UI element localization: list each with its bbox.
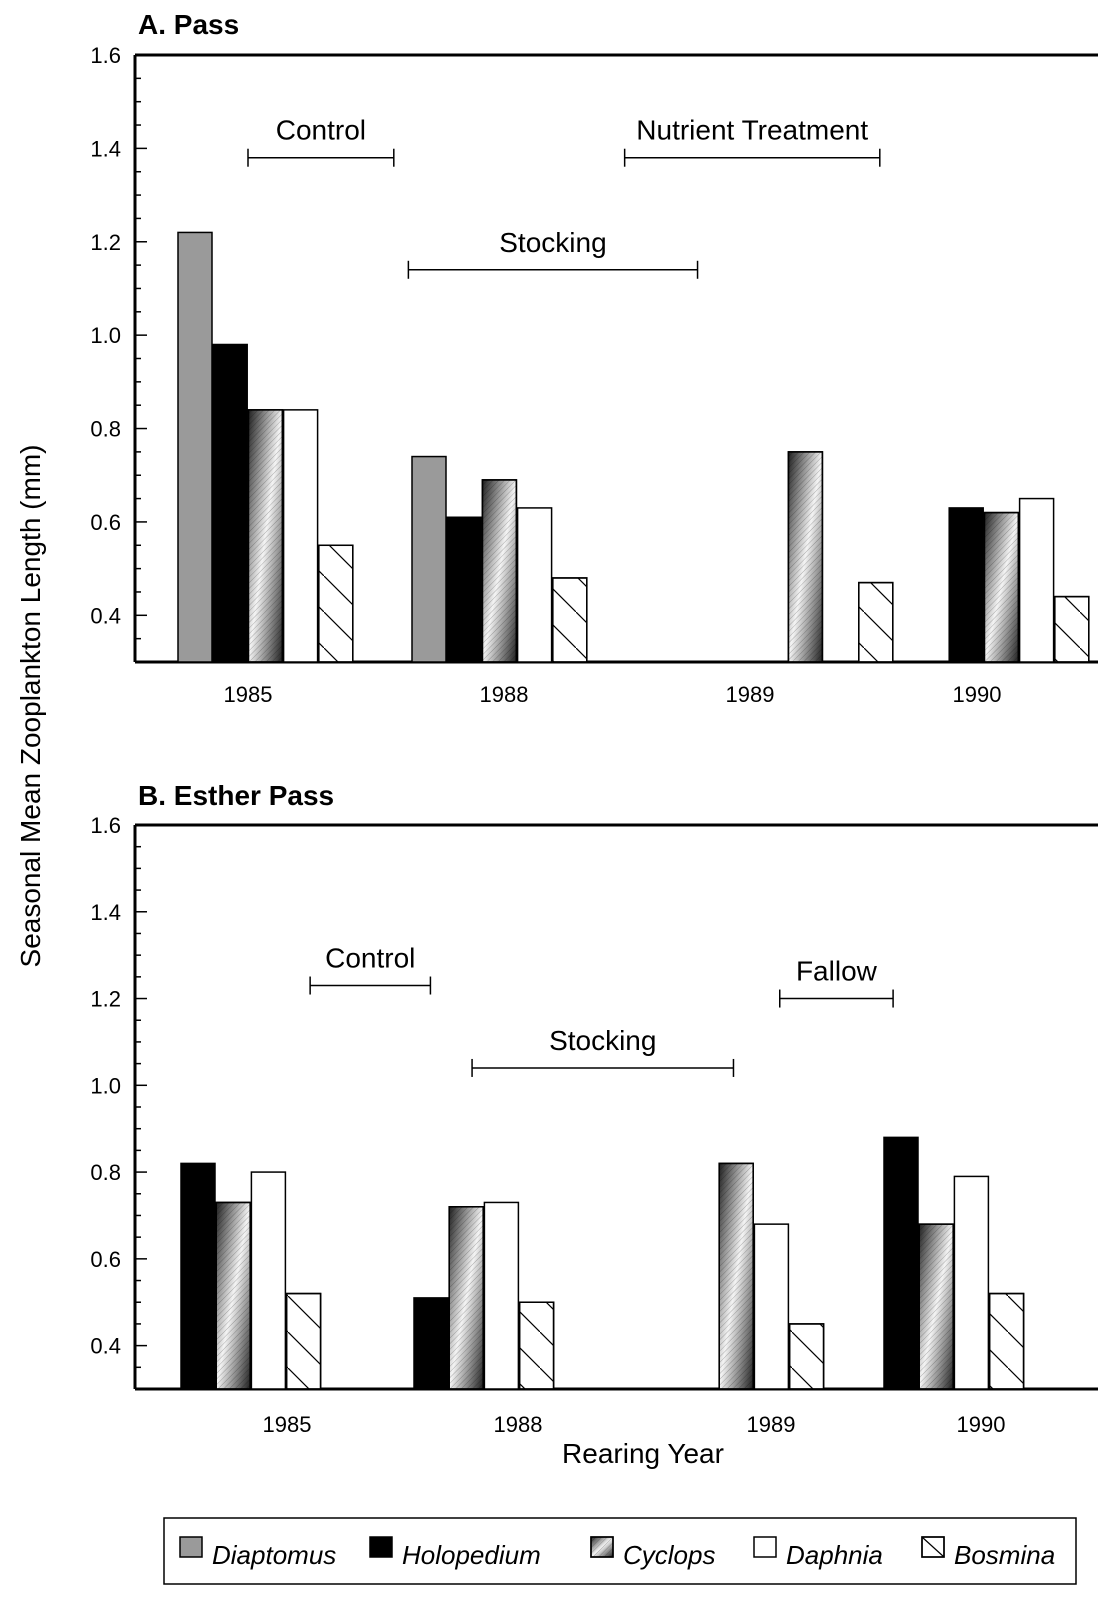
y-tick-label: 1.0	[90, 323, 121, 348]
bar-pattern-bosmina-1985	[285, 1292, 322, 1390]
panel-a-title: A. Pass	[138, 9, 239, 40]
y-tick-label: 0.8	[90, 417, 121, 442]
legend-label-holopedium: Holopedium	[402, 1540, 541, 1570]
bar-holopedium-1985	[212, 343, 248, 663]
x-category-label: 1989	[726, 682, 775, 707]
legend-label-daphnia: Daphnia	[786, 1540, 883, 1570]
legend-swatch-pattern	[921, 1536, 945, 1558]
y-tick-label: 1.2	[90, 987, 121, 1012]
y-tick-label: 1.4	[90, 136, 121, 161]
x-category-label: 1990	[957, 1412, 1006, 1437]
y-tick-label: 1.6	[90, 43, 121, 68]
bar-holopedium-1988	[446, 516, 482, 663]
legend-swatch-hatch-line	[921, 1536, 945, 1558]
panel-a-plot-area: 0.4 0.6 0.8 1.0 1.2 1.4 1.6 1985 1988 1989 1990 Con…	[90, 43, 1098, 707]
bar-pattern-bosmina-1988	[552, 577, 588, 663]
bar-daphnia-1985	[250, 1171, 287, 1390]
legend-swatch-diaptomus	[179, 1536, 203, 1558]
bar-pattern-bosmina-1990	[988, 1292, 1025, 1390]
bar-daphnia-1990	[953, 1175, 990, 1390]
bar-holopedium-1990	[883, 1136, 919, 1390]
panel-b-plot-area: 0.4 0.6 0.8 1.0 1.2 1.4 1.6 1985 1988 1989 1990 Con…	[90, 813, 1098, 1437]
bar-pattern-bosmina-1988	[518, 1301, 555, 1390]
bar-pattern-bosmina-1990	[1054, 595, 1090, 663]
bar-pattern-bosmina-1989	[788, 1323, 825, 1390]
x-category-label: 1989	[747, 1412, 796, 1437]
bar-pattern-cyclops-1985	[215, 1201, 251, 1390]
span-label-nutrient-treatment: Nutrient Treatment	[636, 115, 868, 146]
bar-daphnia-1989	[753, 1223, 790, 1390]
bar-pattern-cyclops-1990	[983, 511, 1020, 663]
legend: Diaptomus Holopedium Cyclops Daphnia Bosmina	[163, 1517, 1077, 1585]
span-label-control: Control	[276, 115, 366, 146]
span-label-stocking: Stocking	[549, 1025, 656, 1056]
bar-daphnia-1990	[1018, 497, 1055, 663]
bar-pattern-cyclops-1989	[718, 1162, 754, 1390]
y-tick-label: 1.6	[90, 813, 121, 838]
legend-swatch-pattern	[590, 1536, 614, 1558]
bar-pattern-cyclops-1985	[247, 409, 284, 663]
legend-items: Diaptomus Holopedium Cyclops Daphnia Bosmina	[179, 1536, 1055, 1570]
x-category-label: 1990	[953, 682, 1002, 707]
y-tick-label: 0.4	[90, 1334, 121, 1359]
bar-diaptomus-1985	[177, 231, 213, 663]
y-tick-label: 0.6	[90, 510, 121, 535]
legend-swatch-daphnia	[753, 1536, 777, 1558]
x-category-label: 1985	[224, 682, 273, 707]
span-label-stocking: Stocking	[499, 227, 606, 258]
x-category-label: 1988	[480, 682, 529, 707]
span-label-fallow: Fallow	[796, 956, 878, 987]
bar-daphnia-1988	[483, 1201, 520, 1390]
legend-label-cyclops: Cyclops	[623, 1540, 715, 1570]
y-tick-label: 0.6	[90, 1247, 121, 1272]
x-axis-title: Rearing Year	[562, 1438, 724, 1469]
bar-pattern-bosmina-1985	[318, 544, 354, 663]
y-tick-label: 0.8	[90, 1160, 121, 1185]
legend-swatch-holopedium	[369, 1536, 393, 1558]
panel-b-title: B. Esther Pass	[138, 780, 334, 811]
legend-label-bosmina: Bosmina	[954, 1540, 1055, 1570]
panel-b: B. Esther Pass 0.4 0.6 0.8 1.0 1.2 1.4 1.6 1985…	[90, 780, 1098, 1437]
y-tick-label: 1.2	[90, 230, 121, 255]
bar-pattern-cyclops-1988	[481, 479, 518, 663]
y-tick-label: 1.0	[90, 1073, 121, 1098]
bar-diaptomus-1988	[411, 455, 447, 663]
y-tick-label: 1.4	[90, 900, 121, 925]
bar-pattern-bosmina-1989	[858, 581, 894, 663]
bar-pattern-cyclops-1990	[918, 1223, 954, 1390]
bar-pattern-cyclops-1988	[448, 1206, 484, 1390]
bar-pattern-cyclops-1989	[787, 451, 824, 663]
bar-holopedium-1988	[413, 1297, 449, 1390]
y-tick-label: 0.4	[90, 603, 121, 628]
panel-a: A. Pass 0.4 0.6 0.8 1.0 1.2 1.4 1.6 1985 1988 198…	[90, 9, 1098, 707]
bar-holopedium-1990	[948, 507, 984, 663]
y-axis-title: Seasonal Mean Zooplankton Length (mm)	[15, 445, 46, 968]
x-category-label: 1985	[263, 1412, 312, 1437]
x-category-label: 1988	[494, 1412, 543, 1437]
bar-holopedium-1985	[180, 1162, 216, 1390]
bar-daphnia-1985	[282, 409, 319, 663]
legend-label-diaptomus: Diaptomus	[212, 1540, 336, 1570]
span-label-control: Control	[325, 943, 415, 974]
bar-daphnia-1988	[516, 507, 553, 663]
